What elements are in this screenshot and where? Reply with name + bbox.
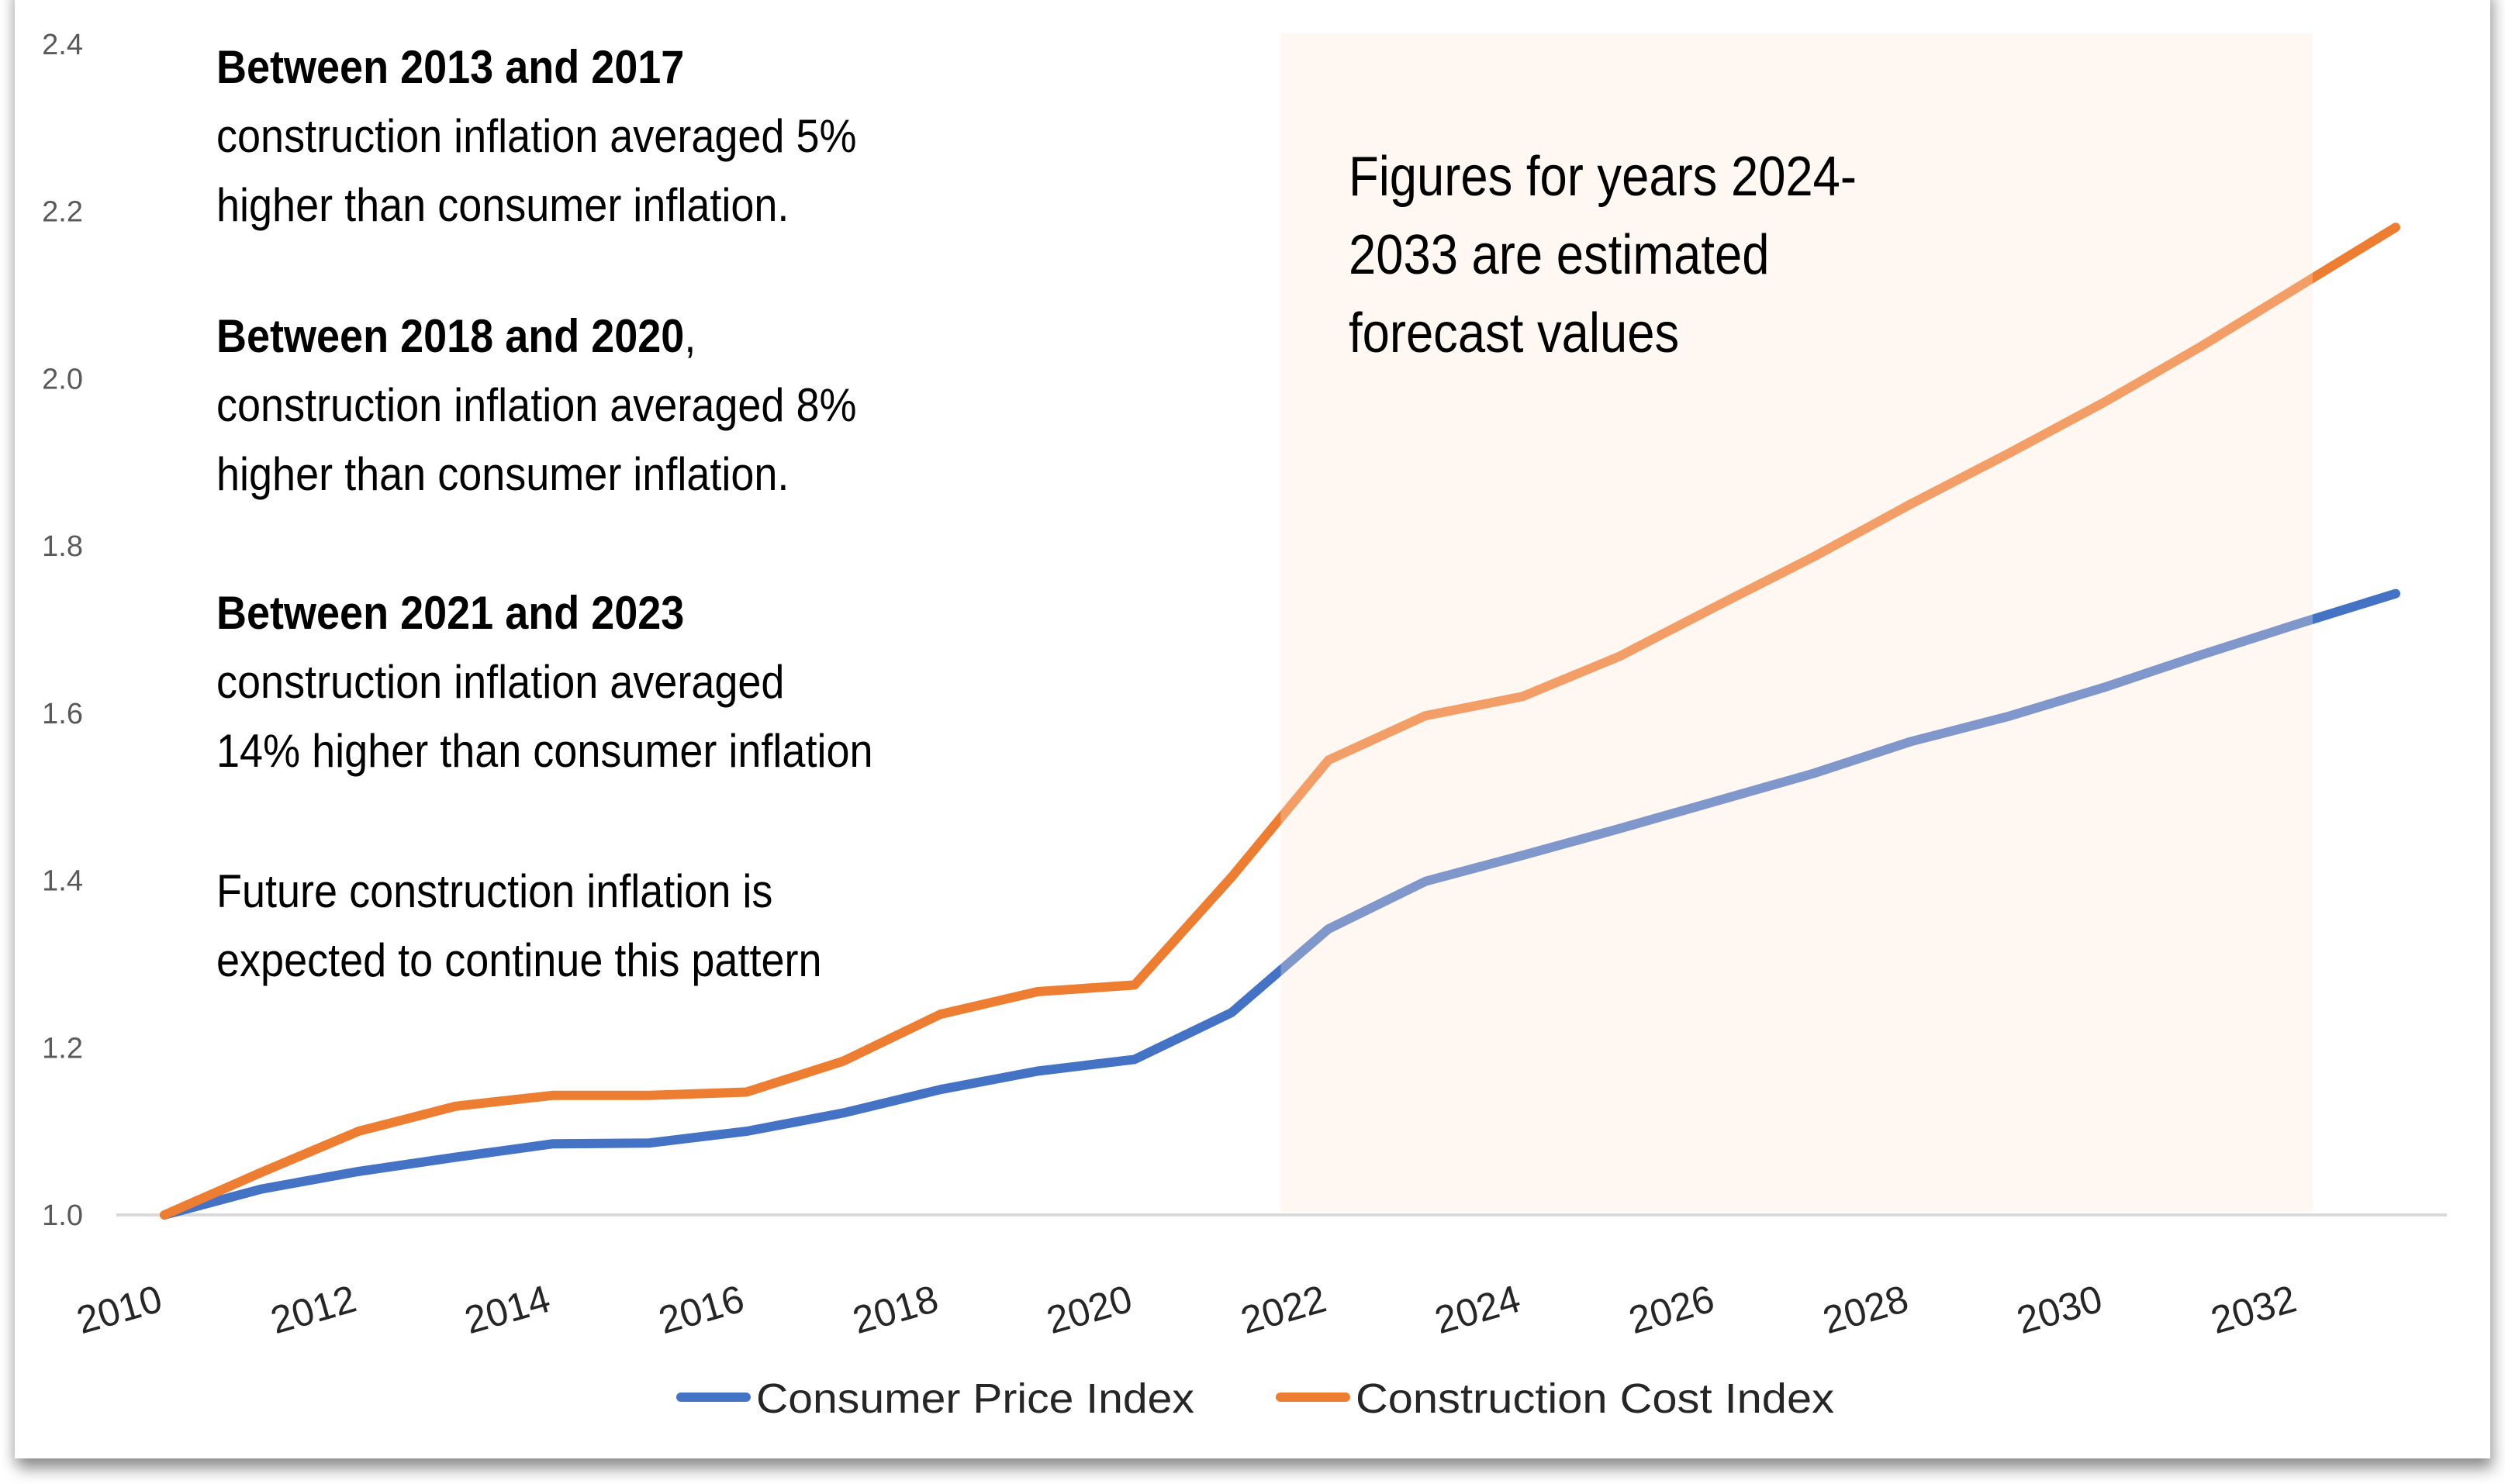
data-point <box>839 1057 848 1066</box>
x-tick-label: 2032 <box>2206 1277 2301 1342</box>
y-tick-label: 1.4 <box>42 865 83 898</box>
annotation-line: Future construction inflation is <box>216 865 773 917</box>
x-axis: 2010 2012 2014 2016 2018 2020 2022 2024 2026 2028… <box>72 1277 2301 1342</box>
data-point <box>742 1087 752 1096</box>
data-point <box>1227 1008 1236 1017</box>
data-point <box>644 1091 654 1100</box>
legend-label-consumer-price-index: Consumer Price Index <box>756 1375 1194 1422</box>
data-point <box>160 1210 169 1220</box>
x-tick-label: 2020 <box>1042 1277 1137 1342</box>
data-point <box>644 1138 654 1148</box>
x-tick-label: 2022 <box>1236 1277 1331 1342</box>
annotation-line: expected to continue this pattern <box>216 934 822 986</box>
data-point <box>2391 223 2400 232</box>
data-point <box>548 1091 557 1100</box>
data-point <box>1033 987 1042 996</box>
data-point <box>1227 872 1236 882</box>
y-axis: 1.0 1.2 1.4 1.6 1.8 2.0 2.2 2.4 <box>42 29 83 1232</box>
chart-card: 1.0 1.2 1.4 1.6 1.8 2.0 2.2 2.4 2010 2012 2014 201… <box>15 0 2490 1458</box>
data-point <box>1130 980 1139 989</box>
annotation-line: construction inflation averaged 8% <box>216 379 857 431</box>
data-point <box>451 1102 460 1111</box>
forecast-note-line: 2033 are estimated <box>1349 224 1770 286</box>
line-chart: 1.01.21.41.61.82.02.22.4 2010 2012 2014 201… <box>42 29 2447 1422</box>
annotation-line: construction inflation averaged 5% <box>216 110 857 162</box>
data-point <box>451 1153 460 1162</box>
data-point <box>257 1168 266 1177</box>
y-tick-label: 2.0 <box>42 363 83 395</box>
annotation-block-future: Future construction inflation is expecte… <box>216 857 822 995</box>
x-tick-label: 2016 <box>654 1277 748 1342</box>
annotation-heading: Between 2013 and 2017 <box>216 41 685 93</box>
annotation-line: higher than consumer inflation. <box>216 448 790 500</box>
data-point <box>354 1127 363 1136</box>
data-point <box>1033 1066 1042 1075</box>
annotation-block-2018-2020: Between 2018 and 2020, construction infl… <box>216 302 857 509</box>
series-line-consumer-price-index <box>160 588 2400 1220</box>
x-tick-label: 2018 <box>848 1277 942 1342</box>
legend: Consumer Price Index Construction Cost I… <box>676 1375 1834 1422</box>
annotation-block-2013-2017: Between 2013 and 2017 construction infla… <box>216 33 857 240</box>
annotation-block-2021-2023: Between 2021 and 2023 construction infla… <box>216 578 873 785</box>
forecast-shaded-region <box>1280 33 2313 1212</box>
legend-label-construction-cost-index: Construction Cost Index <box>1356 1375 1834 1422</box>
data-point <box>936 1085 945 1094</box>
y-tick-label: 1.2 <box>42 1032 83 1065</box>
x-tick-label: 2026 <box>1624 1277 1719 1342</box>
x-tick-label: 2024 <box>1430 1277 1525 1342</box>
annotation-line: higher than consumer inflation. <box>216 179 790 231</box>
y-tick-label: 1.8 <box>42 530 83 563</box>
x-tick-label: 2012 <box>266 1277 361 1342</box>
data-point <box>839 1108 848 1117</box>
series-line-construction-cost-index <box>160 223 2400 1220</box>
annotation-heading-suffix: , <box>684 310 696 362</box>
y-tick-label: 1.0 <box>42 1199 83 1232</box>
annotation-heading: Between 2018 and 2020 <box>216 310 685 362</box>
x-tick-label: 2014 <box>460 1277 555 1342</box>
forecast-note: Figures for years 2024- 2033 are estimat… <box>1349 138 1857 373</box>
annotation-line: 14% higher than consumer inflation <box>216 725 873 777</box>
y-tick-label: 2.2 <box>42 196 83 229</box>
x-tick-label: 2028 <box>1818 1277 1912 1342</box>
forecast-note-line: Figures for years 2024- <box>1349 146 1857 208</box>
x-tick-label: 2010 <box>72 1277 167 1342</box>
series-lines <box>160 223 2400 1220</box>
y-tick-label: 2.4 <box>42 29 83 61</box>
data-point <box>742 1127 752 1136</box>
data-point <box>257 1185 266 1194</box>
data-point <box>354 1167 363 1176</box>
data-point <box>548 1139 557 1148</box>
data-point <box>1130 1054 1139 1064</box>
annotation-heading: Between 2021 and 2023 <box>216 587 685 639</box>
x-tick-label: 2030 <box>2012 1277 2106 1342</box>
annotation-line: construction inflation averaged <box>216 656 785 708</box>
data-point <box>936 1009 945 1019</box>
y-tick-label: 1.6 <box>42 698 83 730</box>
forecast-note-line: forecast values <box>1349 302 1680 364</box>
data-point <box>2391 589 2400 599</box>
